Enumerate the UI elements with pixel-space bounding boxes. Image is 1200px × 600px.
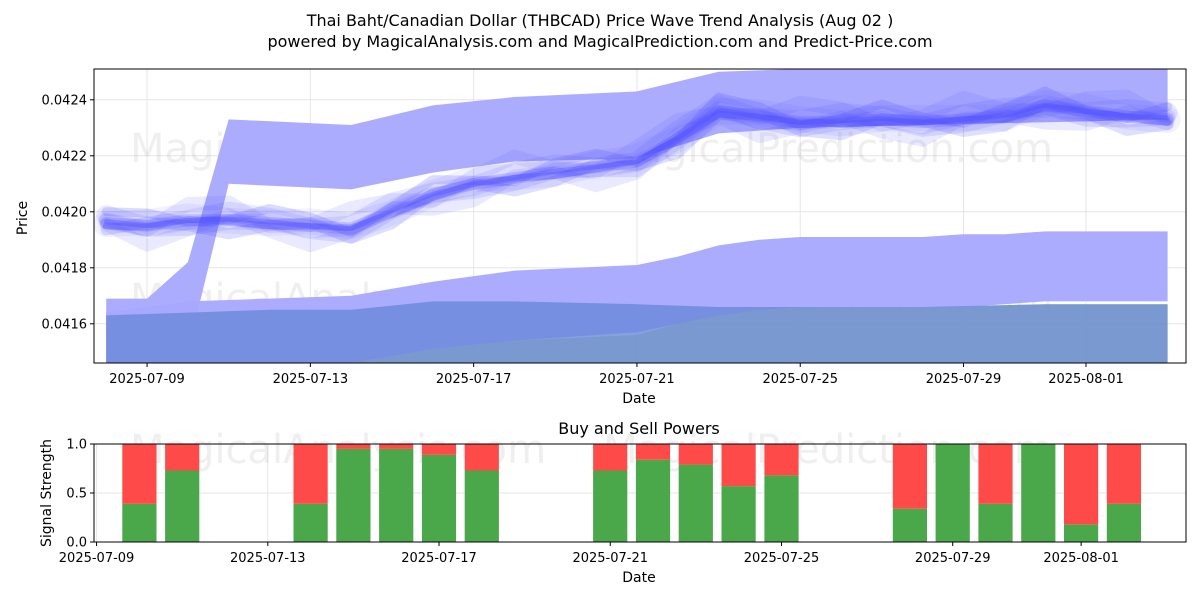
top-x-tick-label: 2025-07-13 xyxy=(273,372,349,387)
sell-bar xyxy=(764,444,799,476)
bottom-x-tick-label: 2025-07-09 xyxy=(59,551,135,566)
buy-bar xyxy=(421,454,457,542)
top-y-axis-label: Price xyxy=(15,201,31,235)
buy-bar xyxy=(379,448,414,542)
top-y-tick-label: 0.0416 xyxy=(42,317,88,332)
wave-line xyxy=(98,98,1176,244)
wave-line xyxy=(103,102,1171,231)
top-x-axis-label: Date xyxy=(622,391,655,407)
wave-line xyxy=(102,104,1172,232)
buy-bar xyxy=(892,508,927,542)
top-axes-frame xyxy=(93,68,1187,364)
sell-bar xyxy=(165,444,200,471)
top-x-tick-label: 2025-07-17 xyxy=(436,372,512,387)
buy-bar xyxy=(764,475,799,542)
wave-line xyxy=(99,105,1175,253)
sell-bar xyxy=(421,444,457,455)
sell-bar xyxy=(336,444,371,449)
buy-bar xyxy=(1064,524,1099,542)
sell-bar xyxy=(122,444,157,504)
sell-bar xyxy=(892,444,927,509)
buy-bar xyxy=(721,486,756,542)
wave-line xyxy=(99,89,1175,237)
sell-bar xyxy=(464,444,499,471)
bottom-x-axis-label: Date xyxy=(622,570,655,586)
sell-bar xyxy=(635,444,671,460)
buy-bar xyxy=(935,444,970,542)
bottom-x-tick-label: 2025-07-17 xyxy=(401,551,477,566)
buy-bar xyxy=(593,470,628,542)
bottom-x-tick-label: 2025-07-21 xyxy=(572,551,648,566)
buy-bar xyxy=(122,503,157,542)
chart-title-line1: Thai Baht/Canadian Dollar (THBCAD) Price… xyxy=(306,11,894,30)
bottom-y-axis-label: Signal Strength xyxy=(39,439,55,547)
top-y-tick-label: 0.0424 xyxy=(42,93,88,108)
top-x-tick-label: 2025-07-25 xyxy=(762,372,838,387)
bottom-x-tick-label: 2025-07-29 xyxy=(915,551,991,566)
bottom-x-tick-label: 2025-08-01 xyxy=(1043,551,1119,566)
price-wave-panel: MagicalAnalysis.comMagicalPrediction.com… xyxy=(42,68,1187,387)
bottom-y-tick-label: 0.5 xyxy=(66,487,87,502)
buy-bar xyxy=(1021,444,1056,542)
bottom-y-tick-label: 0.0 xyxy=(66,536,87,551)
buy-bar xyxy=(464,470,499,542)
sell-bar xyxy=(721,444,756,487)
buy-bar xyxy=(678,464,713,542)
sell-bar xyxy=(293,444,328,504)
bottom-y-tick-label: 1.0 xyxy=(66,438,87,453)
top-y-tick-label: 0.0422 xyxy=(42,149,88,164)
sell-bar xyxy=(1064,444,1099,525)
sell-bar xyxy=(978,444,1013,504)
wave-line xyxy=(100,99,1174,235)
buy-bar xyxy=(635,459,671,542)
buy-bar xyxy=(978,503,1013,542)
buy-bar xyxy=(165,470,200,542)
watermark-text: MagicalPrediction.com xyxy=(603,427,1053,473)
top-x-tick-label: 2025-08-01 xyxy=(1048,372,1124,387)
sell-bar xyxy=(678,444,713,465)
wave-lines xyxy=(94,86,1181,253)
wave-line xyxy=(96,95,1178,239)
bottom-chart-title: Buy and Sell Powers xyxy=(558,419,720,438)
wave-line xyxy=(100,96,1174,244)
buy-sell-panel: MagicalAnalysis.comMagicalPrediction.com… xyxy=(59,427,1187,566)
buy-bar xyxy=(293,503,328,542)
lower-band xyxy=(106,301,1168,363)
bottom-x-tick-label: 2025-07-25 xyxy=(744,551,820,566)
top-x-tick-label: 2025-07-29 xyxy=(926,372,1002,387)
wave-line xyxy=(101,86,1173,238)
top-x-tick-label: 2025-07-09 xyxy=(109,372,185,387)
sell-bar xyxy=(1106,444,1141,504)
bottom-x-tick-label: 2025-07-13 xyxy=(230,551,306,566)
upper-band xyxy=(106,69,1168,363)
top-x-tick-label: 2025-07-21 xyxy=(599,372,675,387)
buy-bar xyxy=(1106,503,1141,542)
sell-bar xyxy=(593,444,628,471)
buy-bar xyxy=(336,448,371,542)
top-y-tick-label: 0.0418 xyxy=(42,261,88,276)
chart-title-line2: powered by MagicalAnalysis.com and Magic… xyxy=(267,32,932,51)
wave-line xyxy=(94,89,1181,240)
sell-bar xyxy=(379,444,414,449)
top-plot-area xyxy=(94,69,1181,363)
top-y-tick-label: 0.0420 xyxy=(42,205,88,220)
